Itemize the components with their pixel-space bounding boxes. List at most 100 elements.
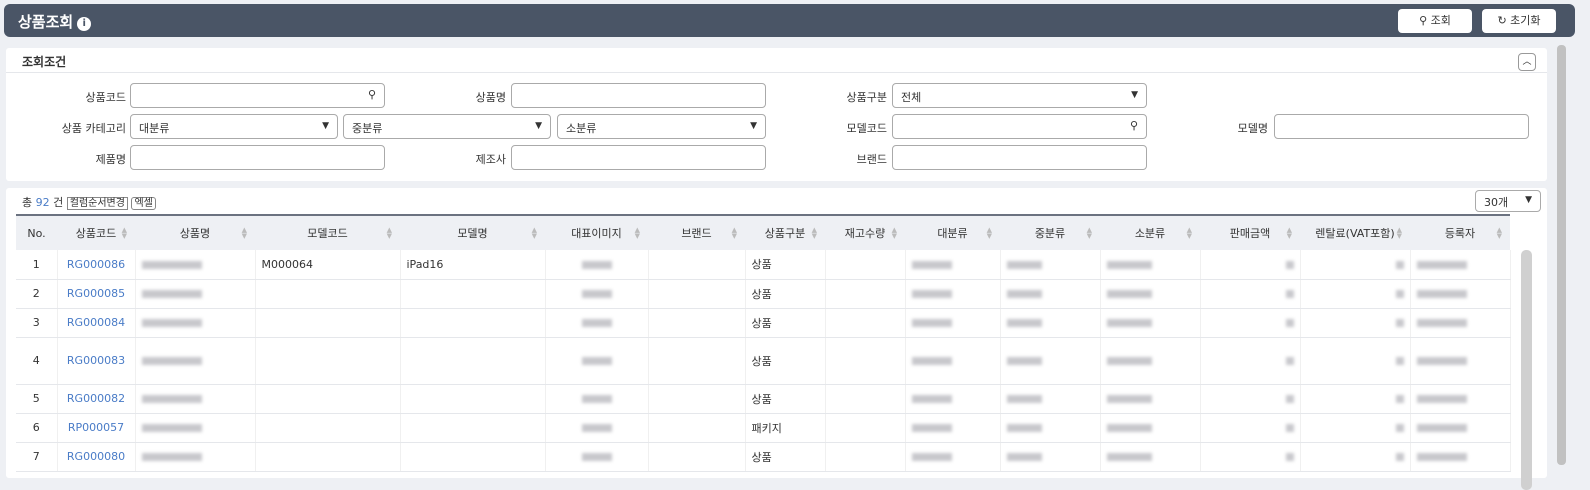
column-header[interactable]: 재고수량 ▲ ▼ [825,214,905,250]
redacted-content [1416,260,1467,269]
column-header[interactable]: 소분류 ▲ ▼ [1100,214,1200,250]
redacted-content [1416,453,1467,461]
redacted-content [581,424,612,432]
column-header[interactable]: 모델명 ▲ ▼ [400,214,545,250]
product-name-input[interactable] [511,83,766,108]
table-cell [135,308,256,338]
redacted-content [1106,395,1152,403]
product-code-link[interactable]: RG000082 [57,384,136,414]
sort-icon[interactable]: ▲ ▼ [531,226,537,240]
info-icon[interactable]: i [77,17,92,31]
column-header[interactable]: 상품구분 ▲ ▼ [745,214,825,250]
table-row[interactable]: 7 RG000080 상품 [16,442,1511,472]
product-code-link[interactable]: RP000057 [57,413,136,443]
redacted-content [581,453,612,461]
table-cell [400,308,546,338]
table-cell [1410,442,1511,472]
column-header[interactable]: 판매금액 ▲ ▼ [1200,214,1300,250]
redacted-content [1006,290,1042,298]
table-scrollbar[interactable] [1521,250,1532,490]
column-order-button[interactable]: 컬럼순서변경 [66,197,128,210]
item-name-input[interactable] [130,145,385,170]
sort-icon[interactable]: ▲ ▼ [386,226,392,240]
sort-icon[interactable]: ▲ ▼ [1396,226,1402,240]
table-cell: 상품 [745,250,826,280]
search-button[interactable]: ⚲ 조회 [1398,9,1472,33]
sort-icon[interactable]: ▲ ▼ [121,226,127,240]
search-icon[interactable]: ⚲ [1129,119,1138,132]
product-code-input[interactable]: ⚲ [130,83,385,108]
table-row[interactable]: 6 RP000057 패키지 [16,413,1511,443]
table-row[interactable]: 4 RG000083 상품 [16,337,1511,385]
table-cell [255,308,401,338]
redacted-content [1106,319,1152,327]
page-size-select[interactable]: 30개 ▼ [1475,190,1541,212]
collapse-button[interactable]: ︿ [1518,53,1536,71]
product-type-select[interactable]: 전체 ▼ [892,83,1147,108]
redacted-content [911,453,952,461]
table-cell: 상품 [745,279,826,309]
table-row[interactable]: 1 RG000086 M000064 iPad16 상품 [16,250,1511,280]
column-header[interactable]: 대표이미지 ▲ ▼ [545,214,648,250]
sort-icon[interactable]: ▲ ▼ [634,226,640,240]
product-code-link[interactable]: RG000086 [57,250,136,280]
sort-icon[interactable]: ▲ ▼ [731,226,737,240]
redacted-content [141,424,202,432]
redacted-content [1285,453,1294,461]
redacted-content [1416,424,1467,432]
excel-button[interactable]: 엑셀 [131,197,156,210]
table-cell [135,442,256,472]
table-row[interactable]: 5 RG000082 상품 [16,384,1511,414]
column-header[interactable]: 모델코드 ▲ ▼ [255,214,400,250]
large-category-select[interactable]: 대분류 ▼ [130,114,338,139]
redacted-content [1416,395,1467,403]
column-header[interactable]: 등록자 ▲ ▼ [1410,214,1510,250]
table-cell [648,337,746,385]
column-header[interactable]: 상품코드 ▲ ▼ [57,214,135,250]
table-cell [1000,337,1101,385]
sort-icon[interactable]: ▲ ▼ [1186,226,1192,240]
table-cell: 6 [16,413,58,443]
product-code-link[interactable]: RG000085 [57,279,136,309]
sort-icon[interactable]: ▲ ▼ [1286,226,1292,240]
sort-icon[interactable]: ▲ ▼ [1086,226,1092,240]
table-cell [1410,384,1511,414]
product-code-link[interactable]: RG000084 [57,308,136,338]
column-header[interactable]: No. [16,214,57,250]
page-scrollbar[interactable] [1557,45,1566,465]
reset-button[interactable]: ↻ 초기화 [1482,9,1556,33]
model-name-input[interactable] [1274,114,1529,139]
column-header[interactable]: 대분류 ▲ ▼ [905,214,1000,250]
table-cell [1300,413,1411,443]
table-cell [825,413,906,443]
column-header[interactable]: 브랜드 ▲ ▼ [648,214,745,250]
manufacturer-input[interactable] [511,145,766,170]
sort-icon[interactable]: ▲ ▼ [1496,226,1502,240]
search-icon[interactable]: ⚲ [367,88,376,101]
table-cell [1100,279,1201,309]
product-name-label: 상품명 [475,91,506,104]
table-row[interactable]: 2 RG000085 상품 [16,279,1511,309]
medium-category-select[interactable]: 중분류 ▼ [343,114,551,139]
column-header[interactable]: 상품명 ▲ ▼ [135,214,255,250]
brand-input[interactable] [892,145,1147,170]
sort-icon[interactable]: ▲ ▼ [241,226,247,240]
sort-icon[interactable]: ▲ ▼ [986,226,992,240]
column-header[interactable]: 렌탈료(VAT포함) ▲ ▼ [1300,214,1410,250]
redacted-content [1395,319,1404,327]
product-code-link[interactable]: RG000080 [57,442,136,472]
sort-icon[interactable]: ▲ ▼ [891,226,897,240]
redacted-content [141,319,202,327]
product-code-link[interactable]: RG000083 [57,337,136,385]
table-cell [905,337,1001,385]
model-code-input[interactable]: ⚲ [892,114,1147,139]
sort-icon[interactable]: ▲ ▼ [811,226,817,240]
table-cell [255,413,401,443]
table-cell [825,279,906,309]
small-category-select[interactable]: 소분류 ▼ [557,114,766,139]
table-cell [400,337,546,385]
table-row[interactable]: 3 RG000084 상품 [16,308,1511,338]
column-header[interactable]: 중분류 ▲ ▼ [1000,214,1100,250]
redacted-content [1106,357,1152,365]
table-cell [825,337,906,385]
